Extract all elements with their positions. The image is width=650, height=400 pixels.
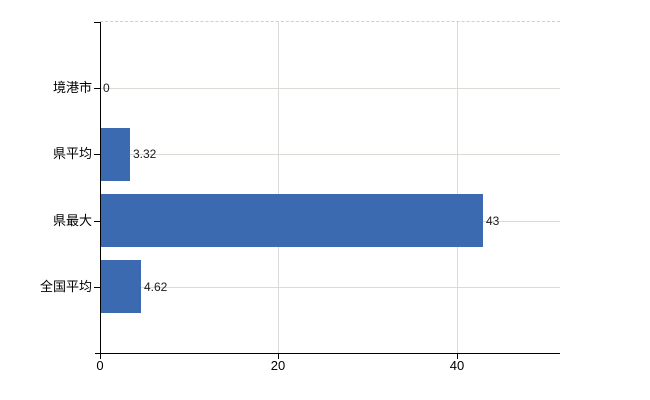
y-axis-tick bbox=[94, 287, 100, 288]
y-axis-tick bbox=[94, 154, 100, 155]
horizontal-gridline bbox=[100, 154, 560, 155]
y-axis-line bbox=[100, 22, 101, 353]
value-label: 4.62 bbox=[144, 280, 168, 294]
category-label: 県平均 bbox=[52, 146, 92, 161]
category-label: 全国平均 bbox=[39, 279, 92, 294]
bar-県平均 bbox=[100, 128, 130, 181]
category-label: 境港市 bbox=[52, 80, 92, 95]
value-label: 43 bbox=[486, 214, 500, 228]
x-axis-tick bbox=[457, 354, 458, 359]
y-axis-tick bbox=[94, 88, 100, 89]
horizontal-gridline bbox=[100, 88, 560, 89]
category-label: 県最大 bbox=[52, 213, 92, 228]
x-axis-tick bbox=[278, 354, 279, 359]
x-axis-tick-label: 0 bbox=[96, 358, 104, 373]
value-label: 0 bbox=[103, 81, 110, 95]
y-axis-tick bbox=[94, 221, 100, 222]
plot-top-border bbox=[100, 21, 560, 22]
value-label: 3.32 bbox=[133, 147, 157, 161]
y-axis-end-tick bbox=[94, 22, 100, 23]
x-axis-tick bbox=[100, 354, 101, 359]
x-axis-tick-label: 40 bbox=[449, 358, 465, 373]
vertical-gridline bbox=[278, 22, 279, 353]
bar-県最大 bbox=[100, 194, 483, 247]
x-axis-line bbox=[95, 353, 560, 354]
x-axis-tick-label: 20 bbox=[270, 358, 286, 373]
vertical-gridline bbox=[457, 22, 458, 353]
horizontal-gridline bbox=[100, 287, 560, 288]
bar-全国平均 bbox=[100, 260, 141, 313]
plot-area: 0 3.32 43 4.62 bbox=[100, 21, 560, 353]
